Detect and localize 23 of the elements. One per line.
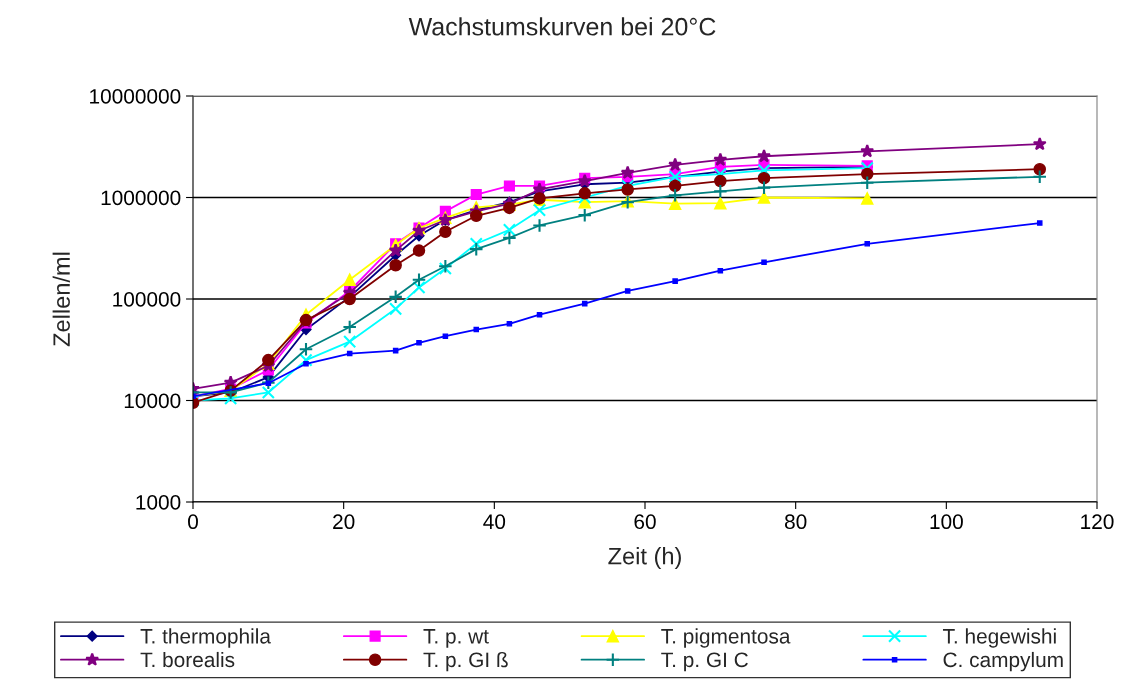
x-tick-label: 40 [483,514,506,530]
y-tick-label: 10000000 [90,89,181,104]
y-tick-label: 1000000 [101,190,181,206]
legend-label: T. thermophila [140,628,271,648]
legend-label: T. borealis [140,651,235,668]
x-tick-label: 0 [188,514,198,530]
x-axis-title: Zeit (h) [608,547,681,570]
y-tick-label: 100000 [113,292,181,307]
x-tick-label: 80 [784,514,807,530]
chart-title: Wachstumskurven bei 20°C [408,17,716,36]
x-tick-label: 100 [930,514,963,530]
x-tick-label: 20 [333,514,355,530]
y-tick-label: 1000 [136,495,181,510]
legend-label: T. hegewishi [942,628,1056,648]
legend-label: T. pigmentosa [661,628,791,648]
legend-label: C. campylum [943,651,1063,672]
x-tick-label: 120 [1081,514,1114,530]
y-axis-title: Zellen/ml [52,252,70,347]
legend-label: T. p. GI C [661,652,748,672]
x-tick-label: 60 [634,514,656,530]
legend-label: T. p. GI ß [423,651,508,672]
legend-label: T. p. wt [423,629,489,648]
y-tick-label: 10000 [124,393,181,409]
